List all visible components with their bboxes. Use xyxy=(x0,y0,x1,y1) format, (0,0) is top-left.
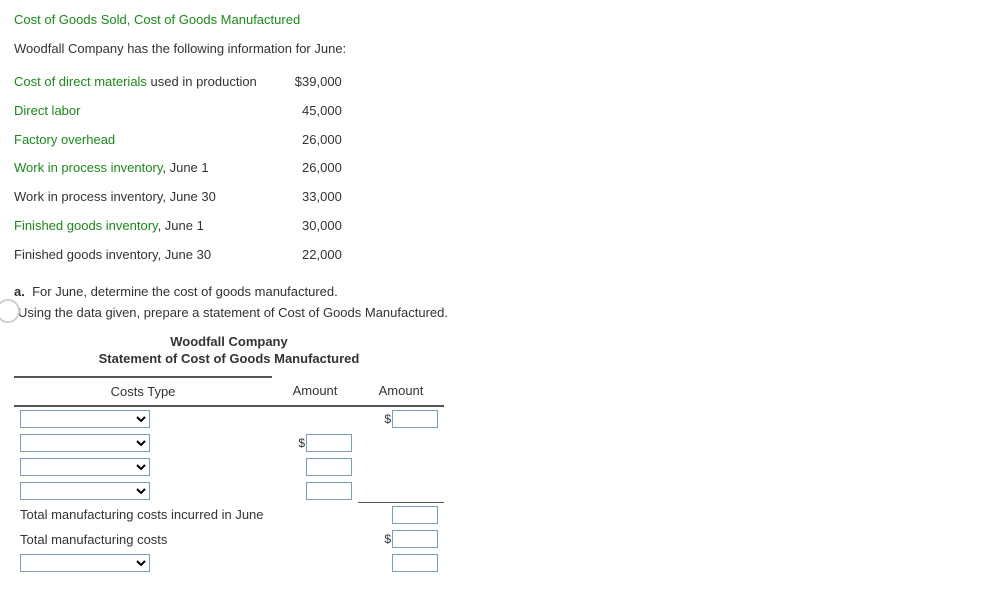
question-letter: a. xyxy=(14,284,25,299)
question-text: For June, determine the cost of goods ma… xyxy=(32,284,338,299)
col-amount-2: Amount xyxy=(358,377,444,406)
row-label-green: Direct labor xyxy=(14,103,80,118)
amount1-input-4[interactable] xyxy=(306,482,352,500)
row-label-green: Factory overhead xyxy=(14,132,115,147)
table-row: Cost of direct materials used in product… xyxy=(14,68,350,97)
cost-type-select-4[interactable] xyxy=(20,482,150,500)
table-row: Factory overhead 26,000 xyxy=(14,126,350,155)
hint-row: Using the data given, prepare a statemen… xyxy=(14,305,981,320)
title-part-b: Cost of Goods Manufactured xyxy=(134,12,300,27)
total-costs-label: Total manufacturing costs xyxy=(14,527,272,551)
title-part-a: Cost of Goods Sold xyxy=(14,12,127,27)
row-amount: 26,000 xyxy=(265,154,350,183)
amount1-input-3[interactable] xyxy=(306,458,352,476)
amount2-input-1[interactable] xyxy=(392,410,438,428)
row-label-green: Work in process inventory xyxy=(14,160,162,175)
title-sep: , xyxy=(127,12,134,27)
row-label: Finished goods inventory, June 30 xyxy=(14,247,211,262)
table-row: Work in process inventory, June 1 26,000 xyxy=(14,154,350,183)
hint-text: Using the data given, prepare a statemen… xyxy=(18,305,448,320)
cost-type-select-3[interactable] xyxy=(20,458,150,476)
dollar-sign: $ xyxy=(384,532,391,546)
row-amount: 33,000 xyxy=(265,183,350,212)
amount2-total-costs[interactable] xyxy=(392,530,438,548)
statement-company: Woodfall Company xyxy=(14,334,444,349)
dollar-sign: $ xyxy=(298,436,305,450)
row-label-green: Cost of direct materials xyxy=(14,74,147,89)
statement-table: Costs Type Amount Amount $ $ Total manuf… xyxy=(14,376,444,576)
col-amount-1: Amount xyxy=(272,377,358,406)
amount2-input-5[interactable] xyxy=(392,554,438,572)
total-incurred-label: Total manufacturing costs incurred in Ju… xyxy=(14,503,272,528)
row-amount: 45,000 xyxy=(265,97,350,126)
row-label-suffix: used in production xyxy=(147,74,257,89)
cost-type-select-2[interactable] xyxy=(20,434,150,452)
hint-icon[interactable] xyxy=(0,299,20,323)
row-amount: 30,000 xyxy=(265,212,350,241)
question-a: a. For June, determine the cost of goods… xyxy=(14,284,981,299)
amount1-input-2[interactable] xyxy=(306,434,352,452)
cost-type-select-5[interactable] xyxy=(20,554,150,572)
statement-title: Statement of Cost of Goods Manufactured xyxy=(14,351,444,366)
row-label-suffix: , June 1 xyxy=(158,218,204,233)
intro-text: Woodfall Company has the following infor… xyxy=(14,41,981,56)
table-row: Direct labor 45,000 xyxy=(14,97,350,126)
row-label-green: Finished goods inventory xyxy=(14,218,158,233)
cost-type-select-1[interactable] xyxy=(20,410,150,428)
row-label-suffix: , June 1 xyxy=(162,160,208,175)
amount2-total-incurred[interactable] xyxy=(392,506,438,524)
page-title: Cost of Goods Sold, Cost of Goods Manufa… xyxy=(14,12,981,27)
table-row: Finished goods inventory, June 1 30,000 xyxy=(14,212,350,241)
row-amount: 22,000 xyxy=(265,241,350,270)
table-row: Finished goods inventory, June 30 22,000 xyxy=(14,241,350,270)
row-amount: $39,000 xyxy=(265,68,350,97)
row-label: Work in process inventory, June 30 xyxy=(14,189,216,204)
row-amount: 26,000 xyxy=(265,126,350,155)
dollar-sign: $ xyxy=(384,412,391,426)
col-costs-type: Costs Type xyxy=(14,377,272,406)
given-data-table: Cost of direct materials used in product… xyxy=(14,68,350,270)
table-row: Work in process inventory, June 30 33,00… xyxy=(14,183,350,212)
